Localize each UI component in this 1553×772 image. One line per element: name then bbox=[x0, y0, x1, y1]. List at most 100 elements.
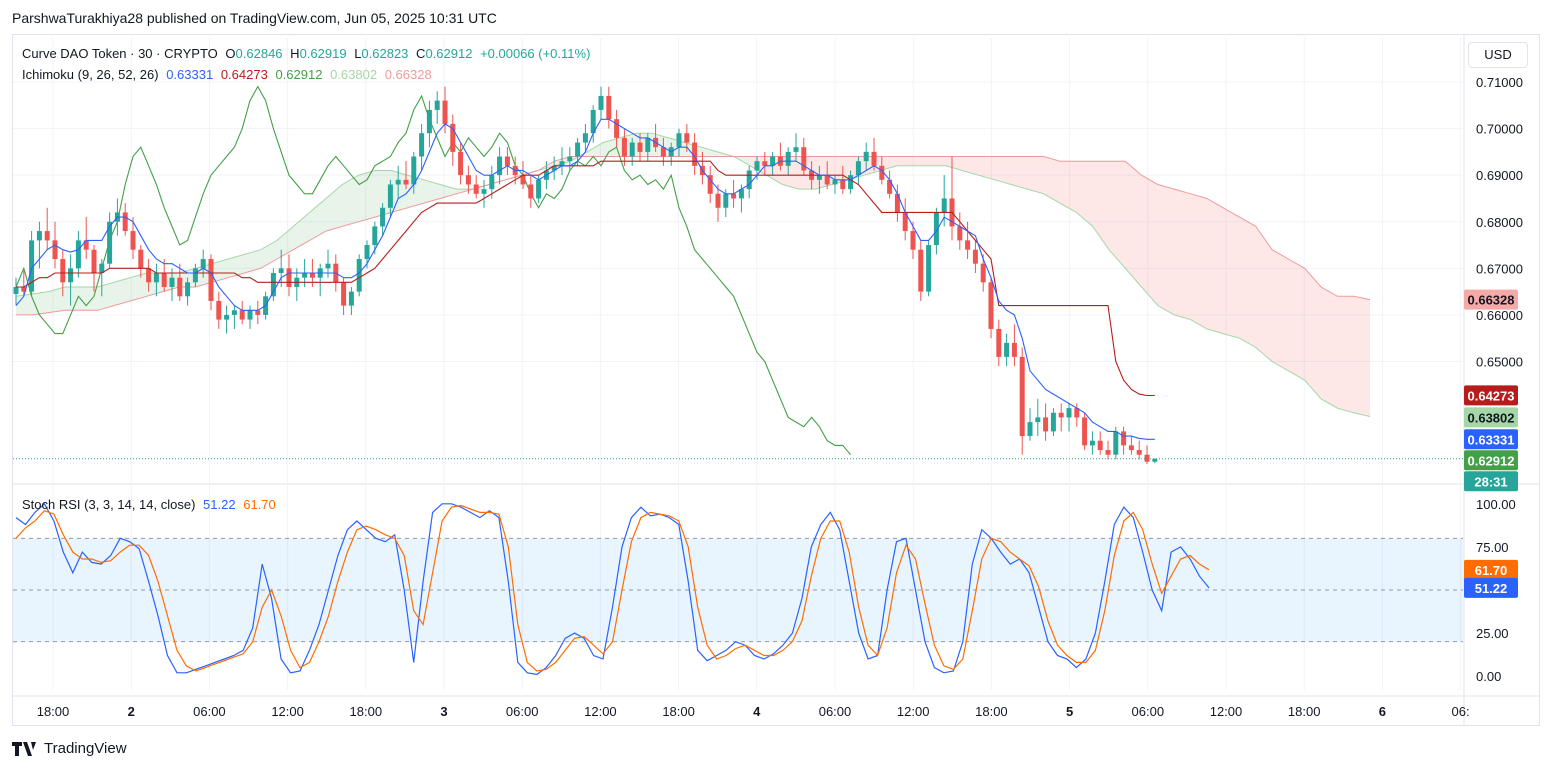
candle-body[interactable] bbox=[348, 291, 354, 306]
candle-body[interactable] bbox=[1128, 445, 1134, 451]
candle-body[interactable] bbox=[231, 310, 237, 315]
candle-body[interactable] bbox=[161, 273, 167, 287]
candle-body[interactable] bbox=[762, 161, 768, 166]
candle-body[interactable] bbox=[177, 277, 183, 297]
candle-body[interactable] bbox=[996, 328, 1002, 357]
candle-body[interactable] bbox=[1113, 431, 1119, 455]
candle-body[interactable] bbox=[60, 259, 66, 283]
candle-body[interactable] bbox=[840, 179, 846, 190]
candle-body[interactable] bbox=[816, 175, 822, 180]
candle-body[interactable] bbox=[341, 282, 347, 306]
candle-body[interactable] bbox=[270, 273, 276, 297]
candle-body[interactable] bbox=[1121, 431, 1127, 446]
candle-body[interactable] bbox=[980, 263, 986, 283]
candle-body[interactable] bbox=[387, 184, 393, 208]
candle-body[interactable] bbox=[1027, 422, 1033, 437]
candle-body[interactable] bbox=[372, 226, 378, 246]
candle-body[interactable] bbox=[902, 212, 908, 232]
candle-body[interactable] bbox=[598, 95, 604, 110]
candle-body[interactable] bbox=[559, 161, 565, 166]
candle-body[interactable] bbox=[286, 268, 292, 287]
candle-body[interactable] bbox=[926, 245, 932, 292]
candle-body[interactable] bbox=[68, 268, 74, 283]
candle-body[interactable] bbox=[192, 268, 198, 283]
candle-body[interactable] bbox=[582, 133, 588, 143]
candle-body[interactable] bbox=[621, 137, 627, 157]
candle-body[interactable] bbox=[83, 240, 89, 250]
candle-body[interactable] bbox=[489, 175, 495, 190]
candle-body[interactable] bbox=[1035, 417, 1041, 423]
candle-body[interactable] bbox=[458, 151, 464, 176]
candle-body[interactable] bbox=[684, 133, 690, 143]
candle-body[interactable] bbox=[29, 240, 35, 292]
candle-body[interactable] bbox=[746, 170, 752, 190]
candle-body[interactable] bbox=[629, 142, 635, 157]
candle-body[interactable] bbox=[216, 300, 222, 320]
candle-body[interactable] bbox=[153, 273, 159, 283]
candle-body[interactable] bbox=[528, 184, 534, 199]
candle-body[interactable] bbox=[536, 179, 542, 199]
candle-body[interactable] bbox=[637, 142, 643, 152]
symbol-label[interactable]: Curve DAO Token · 30 · CRYPTO bbox=[22, 46, 218, 61]
candle-body[interactable] bbox=[801, 147, 807, 171]
candle-body[interactable] bbox=[403, 179, 409, 185]
candle-body[interactable] bbox=[972, 249, 978, 264]
currency-button[interactable]: USD bbox=[1468, 42, 1528, 68]
candle-body[interactable] bbox=[879, 165, 885, 180]
candle-body[interactable] bbox=[793, 147, 799, 152]
candle-body[interactable] bbox=[1105, 450, 1111, 455]
candle-body[interactable] bbox=[278, 268, 284, 273]
candle-body[interactable] bbox=[567, 156, 573, 162]
candle-body[interactable] bbox=[606, 95, 612, 120]
candle-body[interactable] bbox=[473, 184, 479, 194]
candle-body[interactable] bbox=[1097, 440, 1103, 451]
candle-body[interactable] bbox=[1082, 417, 1088, 446]
stoch-label[interactable]: Stoch RSI (3, 3, 14, 14, close) bbox=[22, 497, 196, 512]
candle-body[interactable] bbox=[239, 310, 245, 320]
candle-body[interactable] bbox=[957, 226, 963, 241]
footer-brand[interactable]: TradingView bbox=[12, 740, 127, 757]
candle-body[interactable] bbox=[918, 249, 924, 292]
candle-body[interactable] bbox=[575, 142, 581, 157]
candle-body[interactable] bbox=[855, 161, 861, 176]
candle-body[interactable] bbox=[1004, 342, 1010, 357]
candle-body[interactable] bbox=[933, 212, 939, 246]
candle-body[interactable] bbox=[1066, 408, 1072, 418]
candle-body[interactable] bbox=[13, 286, 19, 294]
candle-body[interactable] bbox=[754, 161, 760, 171]
candle-body[interactable] bbox=[1011, 342, 1017, 357]
candle-body[interactable] bbox=[497, 156, 503, 176]
candle-body[interactable] bbox=[481, 189, 487, 194]
candle-body[interactable] bbox=[731, 193, 737, 199]
candle-body[interactable] bbox=[247, 310, 253, 320]
candle-body[interactable] bbox=[660, 147, 666, 157]
candle-body[interactable] bbox=[941, 198, 947, 213]
candle-body[interactable] bbox=[887, 179, 893, 194]
candle-body[interactable] bbox=[824, 175, 830, 185]
candle-body[interactable] bbox=[504, 156, 510, 166]
candle-body[interactable] bbox=[434, 100, 440, 110]
candle-body[interactable] bbox=[36, 231, 42, 241]
candle-body[interactable] bbox=[723, 193, 729, 208]
candle-body[interactable] bbox=[707, 175, 713, 194]
candle-body[interactable] bbox=[848, 175, 854, 190]
candle-body[interactable] bbox=[770, 156, 776, 166]
candle-body[interactable] bbox=[1136, 450, 1142, 455]
candle-body[interactable] bbox=[832, 179, 838, 185]
candle-body[interactable] bbox=[122, 212, 128, 232]
candle-body[interactable] bbox=[965, 240, 971, 250]
candle-body[interactable] bbox=[99, 263, 105, 273]
candle-body[interactable] bbox=[130, 231, 136, 250]
candle-body[interactable] bbox=[1152, 458, 1158, 462]
candle-body[interactable] bbox=[863, 151, 869, 162]
candle-body[interactable] bbox=[738, 189, 744, 199]
candle-body[interactable] bbox=[1050, 412, 1056, 432]
candle-body[interactable] bbox=[185, 282, 191, 297]
candle-body[interactable] bbox=[715, 193, 721, 208]
candle-body[interactable] bbox=[395, 179, 401, 185]
candle-body[interactable] bbox=[551, 165, 557, 171]
candle-body[interactable] bbox=[785, 151, 791, 166]
candle-body[interactable] bbox=[356, 259, 362, 292]
candle-body[interactable] bbox=[910, 231, 916, 250]
candle-body[interactable] bbox=[645, 137, 651, 152]
